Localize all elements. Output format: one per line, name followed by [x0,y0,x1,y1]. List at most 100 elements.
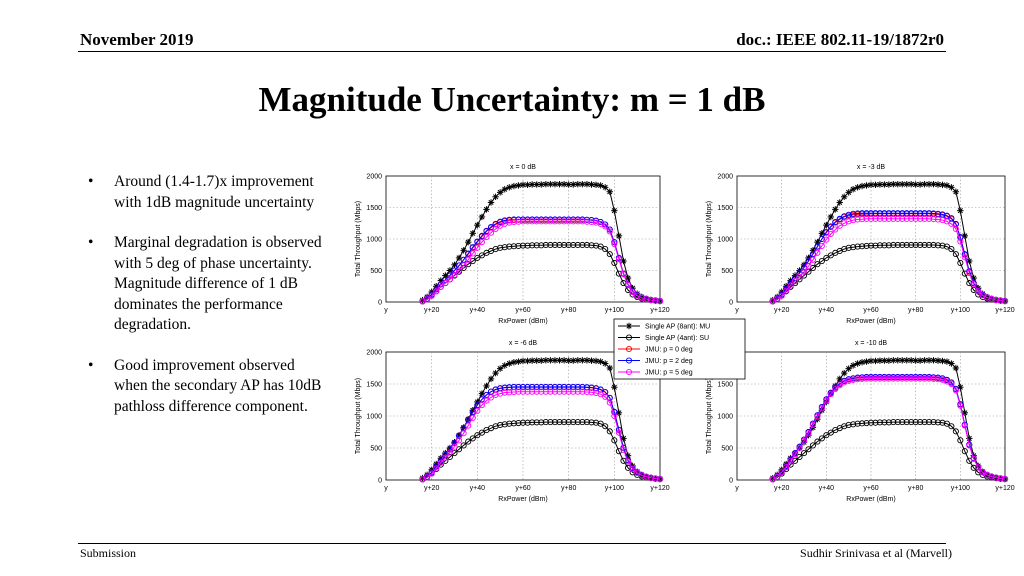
data-point [912,375,919,382]
data-point [611,259,618,266]
data-point [597,220,604,227]
data-point [611,408,618,415]
data-point [611,412,618,420]
data-point [894,419,901,426]
data-point [966,280,973,287]
star-stroke [899,357,905,363]
data-point [483,234,490,241]
data-point [497,390,504,397]
data-point [556,218,563,225]
star-stroke [939,358,946,364]
data-point [809,442,816,449]
data-point [606,228,613,235]
data-point [957,238,964,245]
data-point [510,388,517,396]
star-stroke [895,181,901,187]
data-point [460,262,467,269]
star-stroke [520,358,526,364]
star-stroke [474,222,480,228]
x-axis-label: RxPower (dBm) [846,318,895,325]
data-point [908,375,915,382]
data-point [469,250,476,257]
x-tick-label: y+40 [819,485,834,492]
chart-panel-0: y y+20 y+40 y+60 y+80 y+100 y+120 0 500 1000 1500 2… [355,164,670,325]
data-point [556,388,563,395]
data-point [474,402,481,409]
star-stroke [593,182,599,188]
legend-entry: JMU: p = 2 deg [618,357,693,365]
data-point [814,261,821,268]
data-point [957,234,964,241]
data-point [800,272,808,279]
data-point [611,437,618,444]
data-point [943,218,950,225]
x-tick-label: y [384,485,388,492]
data-point [827,223,834,230]
data-point [867,375,875,382]
data-point [818,257,825,265]
data-point [912,215,919,222]
y-tick-label: 500 [370,446,382,453]
star-stroke [520,182,526,188]
y-tick-label: 500 [721,446,733,453]
data-point [948,246,955,253]
data-point [542,241,549,249]
data-point [872,210,879,217]
star-stroke [930,357,937,363]
star-stroke [908,181,914,187]
data-point [894,210,901,217]
data-point [823,236,830,243]
chart-title: x = -3 dB [857,164,886,171]
data-point [474,407,481,414]
data-point [881,215,888,222]
data-point [515,242,522,249]
data-point [624,458,632,465]
y-tick-label: 1000 [366,414,382,421]
data-point [934,242,942,249]
star-stroke [935,181,941,188]
data-point [832,218,839,226]
chart-panel-3: yy+20y+40y+60y+80y+100y+1200500100015002… [706,340,1015,503]
star-stroke [926,357,932,363]
star-stroke [823,222,829,228]
data-point [506,219,513,226]
data-point [615,429,622,436]
data-point [970,464,977,471]
data-point [533,388,540,395]
data-point [885,242,892,249]
data-point [570,241,577,249]
star-stroke [948,360,954,367]
star-stroke [497,366,503,372]
data-point [456,267,463,274]
data-point [863,375,870,382]
legend-entry: Single AP (8ant): MU [618,322,710,331]
data-point [783,464,790,471]
data-point [926,419,933,426]
data-point [515,388,522,395]
star-stroke [886,358,892,364]
star-stroke [570,181,576,188]
star-stroke [447,267,453,274]
star-stroke [538,181,544,188]
bullet-text: Around (1.4-1.7)x improvement with 1dB m… [114,173,315,211]
data-point [836,382,843,389]
data-point [832,386,839,393]
data-point [921,215,928,222]
data-point [583,218,590,225]
data-point [966,269,973,277]
star-stroke [917,181,923,188]
data-point [832,226,839,233]
data-point [934,419,942,426]
x-tick-label: y [735,307,739,314]
series-jmu-p-5-deg [769,215,1009,305]
data-point [921,375,928,382]
data-point [854,216,861,223]
data-point [551,241,559,249]
x-tick-label: y+20 [774,485,789,492]
series-line [772,421,1006,480]
data-point [533,419,540,426]
data-point [643,296,650,303]
data-point [859,216,866,223]
data-point [926,215,933,222]
star-stroke [461,247,467,253]
